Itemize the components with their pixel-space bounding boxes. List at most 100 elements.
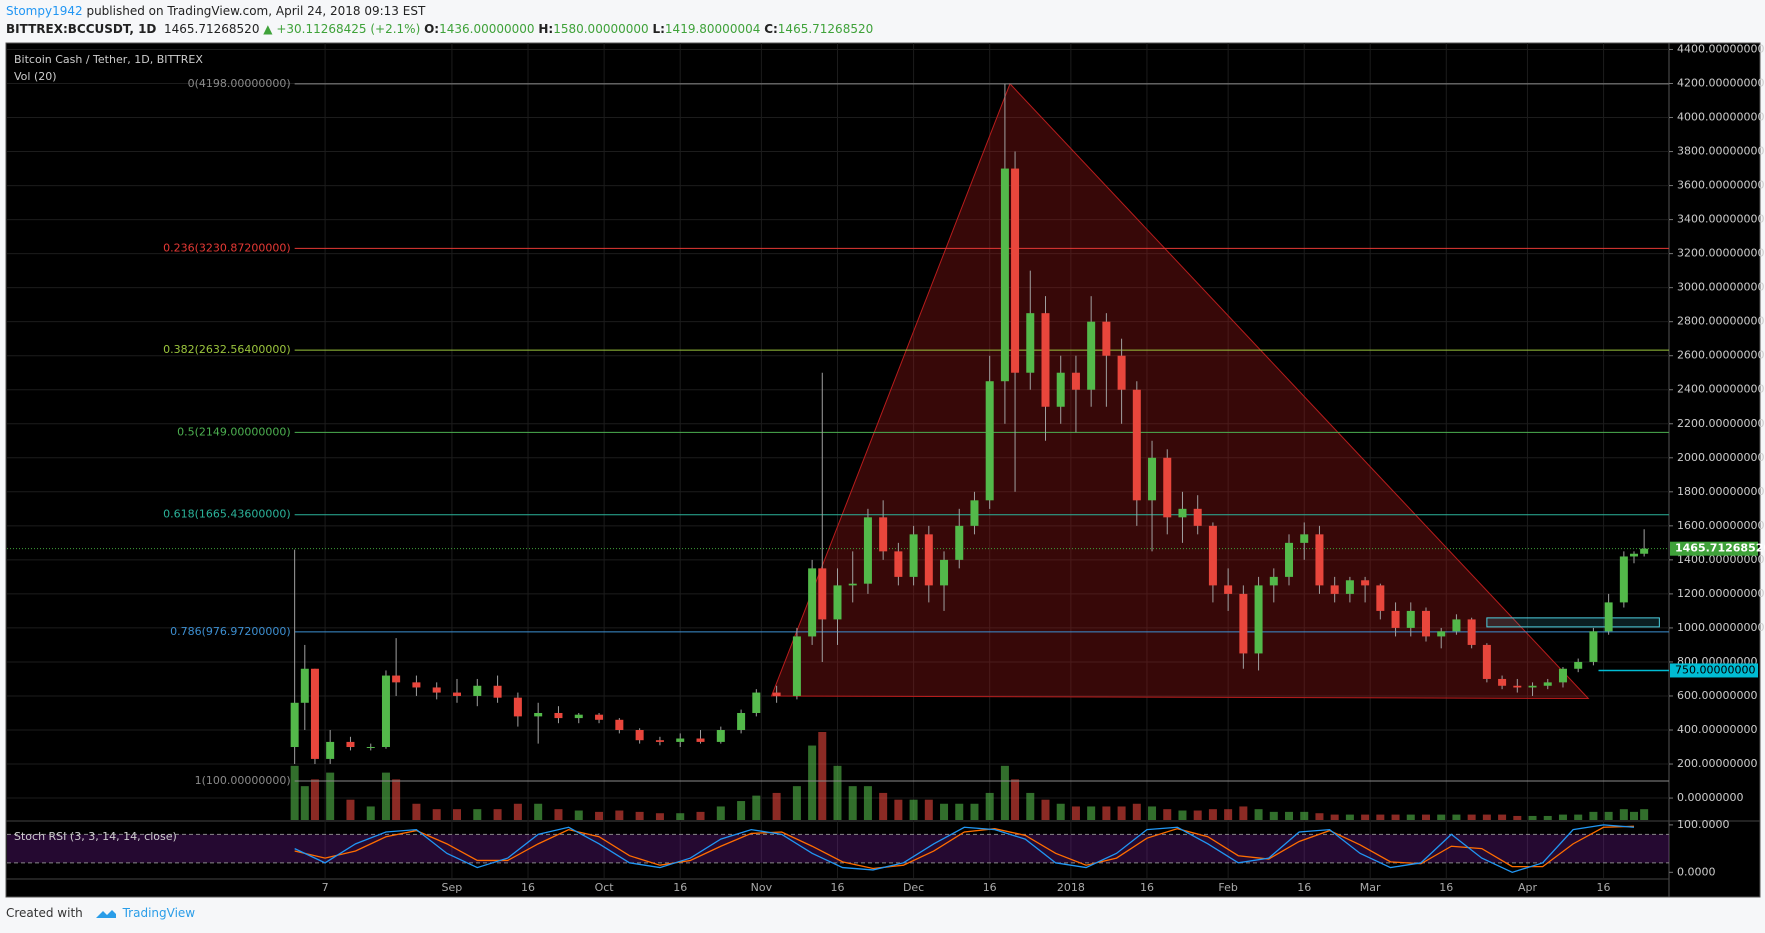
y-tick-label: 4200.00000000 bbox=[1677, 76, 1764, 89]
volume-bar bbox=[513, 803, 522, 820]
author[interactable]: Stompy1942 bbox=[6, 4, 83, 18]
volume-bar bbox=[772, 792, 781, 820]
volume-bar bbox=[412, 803, 421, 820]
volume-bar bbox=[696, 811, 705, 820]
candle-body bbox=[392, 675, 401, 683]
x-tick-label: Feb bbox=[1218, 881, 1237, 894]
candle-body bbox=[1482, 644, 1491, 679]
candle-body bbox=[452, 692, 461, 696]
candle-body bbox=[290, 702, 299, 748]
price-label-box bbox=[1670, 541, 1758, 556]
h-label: H: bbox=[538, 22, 554, 36]
volume-bar bbox=[1239, 806, 1248, 820]
candle-body bbox=[310, 668, 319, 759]
volume-bar bbox=[985, 792, 994, 820]
fib-label: 0.382(2632.56400000) bbox=[163, 343, 291, 356]
candle-body bbox=[894, 551, 903, 577]
rectangle-drawing bbox=[1486, 617, 1660, 628]
volume-bar bbox=[1528, 815, 1537, 820]
candle-body bbox=[513, 697, 522, 717]
fib-label: 0.618(1665.43600000) bbox=[163, 508, 291, 521]
y-tick-label: 4000.00000000 bbox=[1677, 111, 1764, 124]
footer-prefix: Created with bbox=[6, 906, 83, 920]
logo bbox=[95, 909, 116, 918]
volume-bar bbox=[1452, 814, 1461, 820]
volume-bar bbox=[595, 811, 604, 820]
candle-body bbox=[1498, 678, 1507, 686]
candle-body bbox=[493, 685, 502, 698]
footer-brand[interactable]: TradingView bbox=[122, 906, 196, 920]
chart-title: Bitcoin Cash / Tether, 1D, BITTREX bbox=[14, 53, 203, 66]
triangle-drawing bbox=[770, 82, 1590, 700]
candle-body bbox=[1640, 548, 1649, 554]
volume-bar bbox=[1619, 809, 1628, 820]
candle-body bbox=[366, 747, 375, 749]
high: 1580.00000000 bbox=[553, 22, 649, 36]
candle-body bbox=[833, 585, 842, 620]
candle-body bbox=[346, 741, 355, 748]
volume-bar bbox=[940, 803, 949, 820]
volume-bar bbox=[1558, 814, 1567, 820]
candle-body bbox=[924, 534, 933, 586]
candle-body bbox=[1330, 585, 1339, 594]
volume-bar bbox=[1421, 814, 1430, 820]
open: 1436.00000000 bbox=[439, 22, 535, 36]
volume-bar bbox=[676, 813, 685, 820]
y-tick-label: 2600.00000000 bbox=[1677, 349, 1764, 362]
volume-bar bbox=[1148, 806, 1157, 820]
x-tick-label: 2018 bbox=[1057, 881, 1085, 894]
volume-bar bbox=[1589, 811, 1598, 820]
candle-body bbox=[1391, 610, 1400, 628]
x-tick-label: 16 bbox=[521, 881, 535, 894]
close: 1465.71268520 bbox=[777, 22, 874, 36]
candle-body bbox=[534, 712, 543, 717]
candle-body bbox=[1452, 619, 1461, 632]
candle-body bbox=[1513, 685, 1522, 688]
volume-bar bbox=[1391, 814, 1400, 820]
volume-bar bbox=[1193, 810, 1202, 820]
y-tick-label: 4400.00000000 bbox=[1677, 42, 1764, 55]
volume-bar bbox=[290, 765, 299, 820]
volume-bar bbox=[1300, 811, 1309, 820]
volume-bar bbox=[970, 803, 979, 820]
candle-body bbox=[772, 692, 781, 696]
volume-bar bbox=[493, 809, 502, 820]
candle-body bbox=[554, 712, 563, 719]
y-tick-label: 1000.00000000 bbox=[1677, 621, 1764, 634]
volume-bar bbox=[1102, 806, 1111, 820]
candle-body bbox=[1193, 508, 1202, 526]
y-tick-label: 0.00000000 bbox=[1677, 791, 1743, 804]
candle-body bbox=[1000, 168, 1009, 382]
volume-bar bbox=[1406, 814, 1415, 820]
candle-body bbox=[1026, 313, 1035, 373]
volume-bar bbox=[909, 799, 918, 820]
x-tick-label: Oct bbox=[595, 881, 615, 894]
volume-bar bbox=[1604, 811, 1613, 820]
candle-body bbox=[955, 525, 964, 560]
volume-bar bbox=[392, 779, 401, 820]
volume-bar bbox=[1269, 811, 1278, 820]
candle-body bbox=[1345, 580, 1354, 594]
y-tick-label: 2200.00000000 bbox=[1677, 417, 1764, 430]
candle-body bbox=[1254, 585, 1263, 654]
candle-body bbox=[985, 381, 994, 501]
volume-bar bbox=[432, 809, 441, 820]
volume-bar bbox=[473, 809, 482, 820]
y-tick-label: 2800.00000000 bbox=[1677, 315, 1764, 328]
volume-bar bbox=[1629, 811, 1638, 820]
y-tick-label: 1400.00000000 bbox=[1677, 553, 1764, 566]
y-tick-label: 600.00000000 bbox=[1677, 689, 1757, 702]
volume-bar bbox=[574, 810, 583, 820]
ticker-line: BITTREX:BCCUSDT, 1D 1465.71268520 ▲ +30.… bbox=[6, 20, 873, 38]
volume-bar bbox=[534, 803, 543, 820]
x-tick-label: 16 bbox=[1439, 881, 1453, 894]
candle-body bbox=[1269, 576, 1278, 586]
published: published on TradingView.com, April 24, … bbox=[86, 4, 426, 18]
candle-body bbox=[1437, 631, 1446, 637]
candle-body bbox=[1543, 682, 1552, 686]
symbol: BITTREX:BCCUSDT, 1D bbox=[6, 22, 157, 36]
price-label: 1465.71268520 bbox=[1675, 542, 1765, 555]
volume-bar bbox=[1543, 815, 1552, 820]
candle-body bbox=[655, 740, 664, 742]
